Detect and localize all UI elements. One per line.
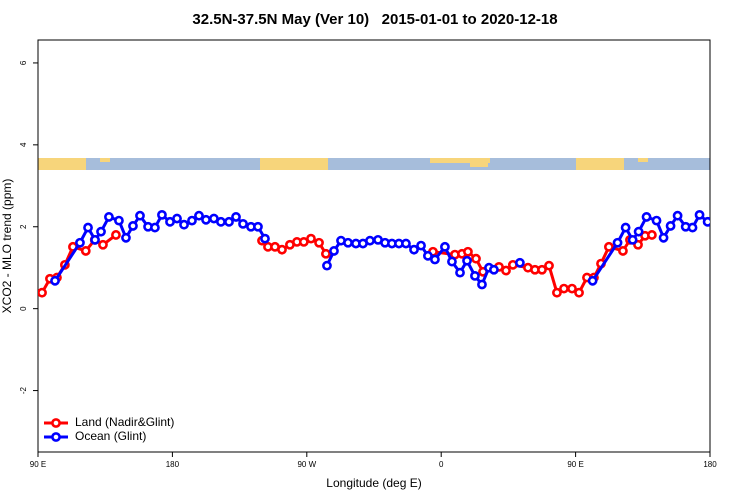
data-point [231,212,241,222]
data-point [83,222,93,233]
y-tick-label: -2 [19,386,28,394]
data-point [104,212,114,222]
data-point [321,248,331,259]
data-point [329,246,339,256]
data-point [172,213,182,224]
data-point [477,279,487,290]
data-point [641,212,652,222]
data-point [687,222,698,233]
data-point [179,219,189,230]
data-point [187,215,197,226]
data-point [306,233,316,244]
data-point [470,270,480,281]
data-point [537,264,547,275]
data-point [277,244,287,255]
data-point [604,241,614,252]
data-point [702,216,710,227]
data-point [238,218,248,229]
data-point [114,215,124,226]
x-axis-label: Longitude (deg E) [326,476,421,490]
data-point [423,250,433,261]
chart-title: 32.5N-37.5N May (Ver 10) 2015-01-01 to 2… [192,11,557,28]
data-point [658,232,669,243]
x-tick-label: 90 W [297,460,316,469]
legend-marker [51,432,61,442]
data-point [75,237,85,248]
data-point [559,283,569,294]
data-point [463,246,473,257]
x-tick-label: 90 E [567,460,583,469]
data-point [314,237,324,248]
data-point [440,241,450,252]
data-point [128,221,138,231]
data-point [544,260,554,271]
data-point [96,226,106,237]
data-point [416,240,426,251]
legend-label: Ocean (Glint) [75,429,146,443]
data-point [430,254,440,265]
data-point [552,287,562,298]
legend-label: Land (Nadir&Glint) [75,415,174,429]
data-point [201,214,211,225]
data-point [455,267,465,278]
data-point [620,222,631,233]
x-tick-label: 180 [703,460,717,469]
x-tick-label: 0 [439,460,444,469]
data-point [50,275,60,286]
plot-frame [37,39,711,453]
data-point [157,209,167,220]
data-point [38,287,47,298]
data-point [694,209,705,220]
data-point [409,244,419,255]
data-point [135,210,145,221]
data-point [401,238,411,249]
data-point [462,255,472,266]
y-axis-label: XCO2 - MLO trend (ppm) [0,179,14,314]
legend-marker [51,418,61,428]
data-point [343,237,353,248]
data-point [514,257,525,268]
data-point [627,234,638,245]
data-point [90,234,100,245]
data-point [216,216,226,227]
data-point [672,210,683,221]
data-point [194,210,204,221]
data-point [365,235,375,246]
data-point [80,246,91,256]
data-point [587,275,598,286]
data-point [111,230,121,240]
data-point [633,226,644,237]
data-point [501,265,511,276]
data-point [253,221,263,232]
data-point [567,283,577,294]
data-point [98,239,108,250]
plot-area [38,209,710,298]
data-point [618,246,628,256]
data-point [224,216,234,227]
y-tick-label: 4 [19,142,28,147]
data-point [574,287,584,298]
y-tick-label: 0 [19,306,28,311]
data-point [489,264,499,275]
data-point [150,222,160,233]
data-point [121,232,131,243]
data-point [260,233,270,244]
data-point [647,230,657,240]
map-strip [38,158,710,170]
x-tick-label: 90 E [30,460,46,469]
y-tick-label: 2 [19,224,28,229]
data-point [447,256,457,267]
y-tick-label: 6 [19,60,28,65]
data-point [322,260,332,271]
x-tick-label: 180 [166,460,180,469]
data-point [612,237,623,248]
data-point [665,221,676,231]
data-point [471,253,481,264]
data-point [651,215,662,226]
